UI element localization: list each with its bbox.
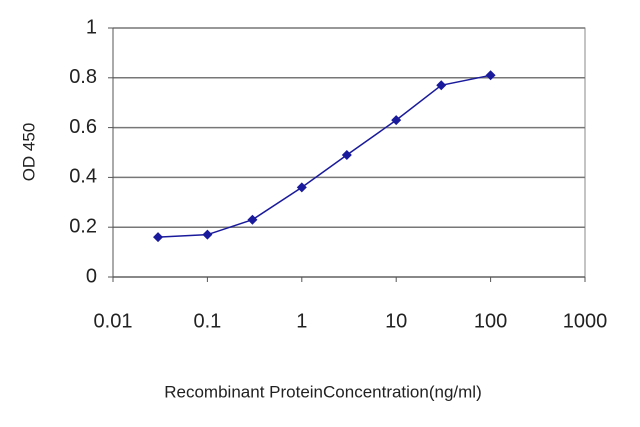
x-axis-title: Recombinant ProteinConcentration(ng/ml): [164, 382, 482, 401]
y-tick-label: 1: [86, 16, 97, 38]
data-point: [436, 80, 447, 91]
x-tick-label: 0.01: [94, 310, 133, 332]
data-point: [296, 182, 307, 193]
y-axis-title: OD 450: [19, 123, 38, 182]
y-tick-label: 0.4: [69, 166, 97, 188]
data-line: [158, 74, 491, 238]
data-point: [247, 214, 258, 225]
x-tick-label: 100: [474, 310, 507, 332]
x-tick-label: 0.1: [193, 310, 221, 332]
x-tick-label: 10: [385, 310, 407, 332]
data-point: [341, 149, 352, 160]
x-tick-label: 1000: [563, 310, 608, 332]
data-point: [485, 70, 496, 81]
data-point: [153, 232, 164, 243]
x-tick-label: 1: [296, 310, 307, 332]
data-point: [202, 229, 213, 240]
y-tick-label: 0.2: [69, 215, 97, 237]
y-tick-label: 0.8: [69, 66, 97, 88]
y-tick-label: 0: [86, 265, 97, 287]
data-point: [391, 115, 402, 126]
y-tick-label: 0.6: [69, 116, 97, 138]
